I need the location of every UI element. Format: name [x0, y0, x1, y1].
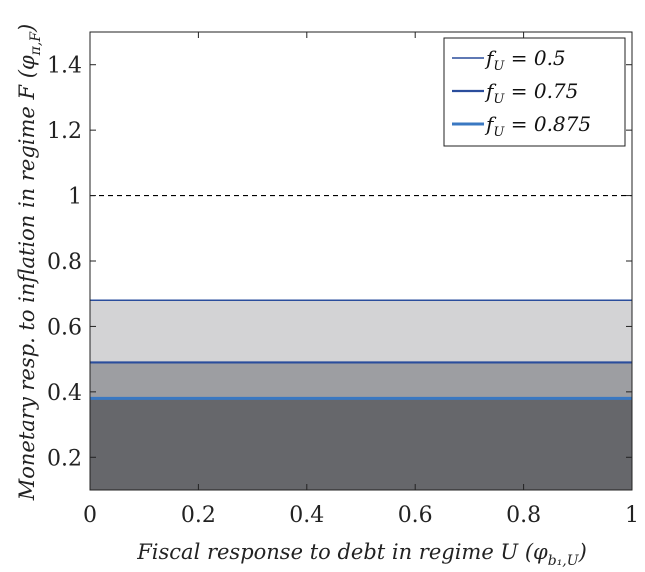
legend: fU = 0.5 fU = 0.75 fU = 0.875	[443, 37, 626, 147]
legend-label: fU = 0.875	[484, 112, 591, 140]
series-lines	[90, 299, 632, 400]
y-tick-label: 0.4	[47, 381, 82, 406]
x-tick-label: 1	[625, 503, 639, 528]
ticks: 0 0.2 0.4 0.6 0.8 1 0.2 0.4 0.6 0.8 1 1.2 1.4	[47, 32, 639, 528]
y-tick-label: 0.6	[47, 315, 82, 340]
y-axis-label-text: Monetary resp. to inflation in regime F …	[15, 24, 44, 502]
y-axis-label-symbol: (φ	[15, 55, 39, 78]
y-tick-label: 1.2	[47, 119, 82, 144]
x-tick-label: 0	[83, 503, 97, 528]
x-axis-label-symbol: (φ	[525, 540, 548, 564]
y-axis-label-close: )	[15, 24, 39, 33]
y-tick-label: 1	[68, 185, 82, 210]
area-fill-0875	[90, 398, 632, 490]
x-tick-label: 0.4	[289, 503, 324, 528]
x-axis-label-text: Fiscal response to debt in regime U (φb₁…	[136, 540, 587, 569]
x-axis-label-words: Fiscal response to debt in regime U	[136, 540, 519, 564]
y-tick-label: 1.4	[47, 54, 82, 79]
y-axis-label-words: Monetary resp. to inflation in regime F	[15, 83, 39, 501]
y-axis-label: Monetary resp. to inflation in regime F …	[15, 24, 44, 502]
x-tick-label: 0.6	[398, 503, 433, 528]
x-tick-label: 0.8	[506, 503, 541, 528]
area-fills	[90, 300, 632, 490]
y-axis-label-subscript: π,F	[28, 31, 44, 57]
legend-label: fU = 0.5	[484, 46, 566, 74]
x-axis-label-subscript: b₁,U	[548, 553, 580, 569]
x-axis-label: Fiscal response to debt in regime U (φb₁…	[136, 540, 587, 569]
y-tick-label: 0.2	[47, 446, 82, 471]
legend-label: fU = 0.75	[484, 79, 578, 107]
x-tick-label: 0.2	[181, 503, 216, 528]
y-tick-label: 0.8	[47, 250, 82, 275]
x-axis-label-close: )	[578, 540, 587, 564]
